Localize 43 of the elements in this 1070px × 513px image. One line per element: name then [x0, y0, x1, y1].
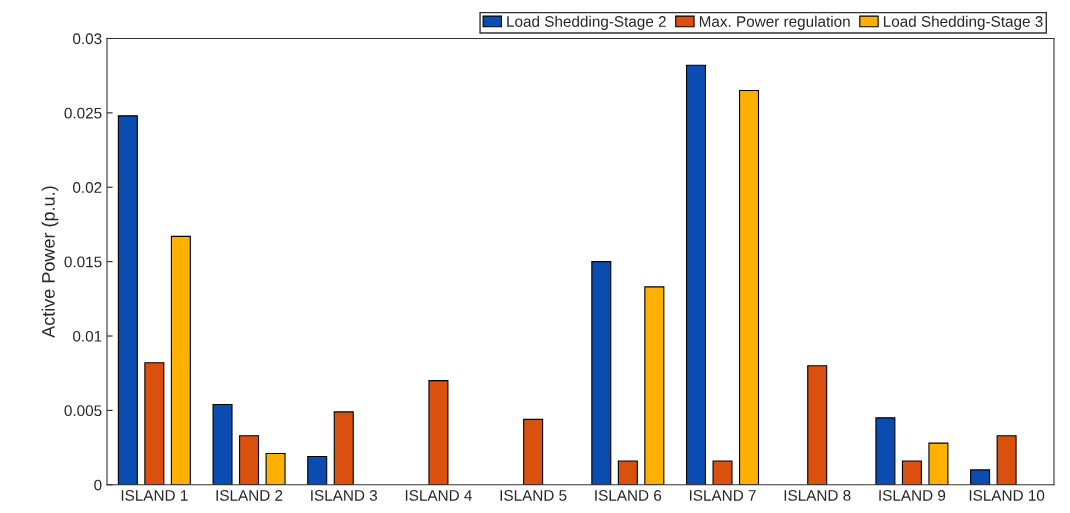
bar [591, 261, 612, 485]
y-tick-label: 0.03 [73, 33, 102, 45]
y-tick-label: 0.005 [64, 405, 102, 417]
bar [523, 418, 544, 485]
bar [170, 235, 191, 485]
bar [428, 380, 449, 485]
x-tick-label: ISLAND 3 [311, 490, 378, 501]
bar [617, 460, 638, 485]
bar [685, 64, 707, 485]
x-tick-label: ISLAND 2 [216, 490, 283, 501]
bar [117, 115, 138, 485]
y-tick-label: 0.015 [64, 256, 102, 268]
bar [875, 417, 896, 485]
legend-label: Load Shedding-Stage 2 [507, 15, 666, 30]
x-tick-label: ISLAND 9 [879, 490, 946, 501]
legend-label: Load Shedding-Stage 3 [883, 15, 1043, 30]
bar [928, 442, 949, 485]
y-tick-label: 0 [94, 479, 102, 491]
bar [996, 435, 1017, 485]
bar [333, 411, 354, 485]
y-tick-label: 0.01 [73, 330, 102, 342]
y-axis-title: Active Power (p.u.) [41, 186, 59, 338]
x-tick-label: ISLAND 1 [121, 490, 188, 501]
x-tick-label: ISLAND 4 [405, 490, 472, 501]
bar [970, 469, 991, 485]
bar [901, 460, 922, 485]
bar [712, 460, 733, 485]
x-tick-label: ISLAND 7 [689, 490, 756, 501]
bar [144, 362, 165, 485]
x-tick-label: ISLAND 10 [969, 490, 1045, 501]
y-tick-label: 0.025 [64, 107, 102, 119]
bar [644, 286, 665, 485]
bar [265, 452, 286, 485]
legend-label: Max. Power regulation [699, 15, 850, 30]
x-tick-label: ISLAND 8 [784, 490, 851, 501]
y-tick-label: 0.02 [73, 182, 102, 193]
x-tick-label: ISLAND 5 [500, 490, 567, 501]
x-tick-label: ISLAND 6 [595, 490, 662, 501]
bar [239, 435, 260, 485]
bar [807, 365, 828, 485]
bar [739, 89, 760, 485]
bar [307, 455, 328, 485]
bar [212, 403, 233, 485]
